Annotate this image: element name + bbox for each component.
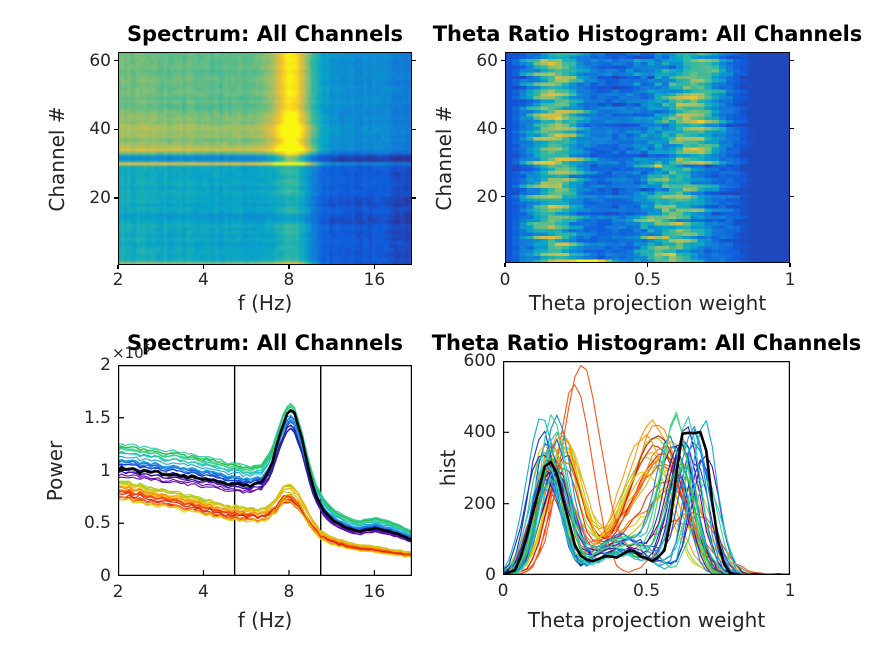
y-tick-label: 400 — [463, 422, 496, 443]
y-tick-mark-right — [412, 128, 416, 131]
spectrum-heatmap-canvas — [118, 52, 412, 265]
x-tick-label: 0.5 — [632, 581, 661, 601]
y-axis-label: hist — [436, 449, 460, 487]
subplot-title: Spectrum: All Channels — [126, 22, 404, 46]
x-tick-mark — [117, 265, 119, 269]
subplot-title: Theta Ratio Histogram: All Channels — [431, 331, 862, 355]
y-tick-label: 60 — [89, 50, 111, 71]
x-tick-label: 8 — [283, 270, 295, 290]
x-axis-label: Theta projection weight — [528, 291, 767, 315]
x-tick-label: 8 — [283, 582, 295, 602]
multiplier-base: ×10 — [112, 344, 144, 362]
x-tick-mark — [202, 265, 205, 269]
y-tick-mark-right — [412, 197, 416, 199]
y-axis-multiplier: ×105 — [112, 342, 151, 362]
x-tick-mark — [646, 263, 649, 267]
y-tick-mark — [114, 128, 118, 131]
x-tick-label: 16 — [363, 582, 386, 602]
y-tick-label: 2 — [100, 355, 111, 375]
x-tick-label: 1 — [784, 270, 796, 290]
y-tick-label: 1.5 — [83, 407, 111, 428]
x-tick-label: 0 — [497, 581, 509, 601]
y-tick-label: 200 — [463, 493, 496, 514]
theta-histogram-heatmap-canvas — [505, 52, 790, 263]
y-tick-label: 600 — [463, 351, 496, 371]
y-tick-label: 0 — [485, 565, 496, 585]
y-tick-mark — [501, 195, 505, 198]
x-axis-label: f (Hz) — [237, 291, 293, 315]
x-tick-label: 2 — [112, 270, 124, 290]
x-tick-mark — [373, 265, 376, 269]
x-tick-label: 4 — [198, 582, 209, 602]
y-tick-label: 0 — [100, 566, 111, 586]
y-tick-label: 1 — [100, 460, 111, 481]
y-tick-mark — [501, 59, 505, 62]
x-tick-label: 0.5 — [633, 270, 662, 290]
subplot-title: Spectrum: All Channels — [126, 331, 404, 355]
y-tick-label: 0.5 — [83, 513, 111, 534]
y-tick-label: 60 — [476, 50, 498, 71]
x-axis-label: Theta projection weight — [527, 608, 766, 632]
x-tick-label: 4 — [198, 270, 209, 290]
y-tick-label: 40 — [476, 118, 498, 139]
y-tick-mark-right — [790, 59, 794, 62]
x-tick-label: 1 — [784, 581, 796, 601]
y-tick-mark — [114, 197, 118, 199]
y-tick-mark — [501, 127, 505, 130]
y-tick-label: 20 — [89, 188, 111, 208]
y-tick-label: 40 — [89, 119, 111, 140]
subplot-title: Theta Ratio Histogram: All Channels — [432, 22, 863, 46]
multiplier-exponent: 5 — [143, 342, 151, 355]
x-tick-mark — [504, 263, 506, 267]
x-tick-label: 0 — [499, 270, 511, 290]
x-tick-label: 16 — [363, 270, 386, 290]
y-tick-mark-right — [790, 195, 794, 198]
theta-histogram-lines-canvas — [503, 361, 790, 575]
y-tick-mark-right — [412, 59, 416, 62]
y-tick-label: 20 — [476, 186, 498, 207]
x-axis-label: f (Hz) — [237, 608, 293, 632]
y-tick-mark — [114, 59, 118, 62]
y-tick-mark-right — [790, 127, 794, 130]
x-tick-label: 2 — [112, 582, 124, 602]
x-tick-mark — [789, 263, 791, 267]
spectrum-lines-canvas — [118, 365, 412, 576]
x-tick-mark — [288, 265, 290, 269]
